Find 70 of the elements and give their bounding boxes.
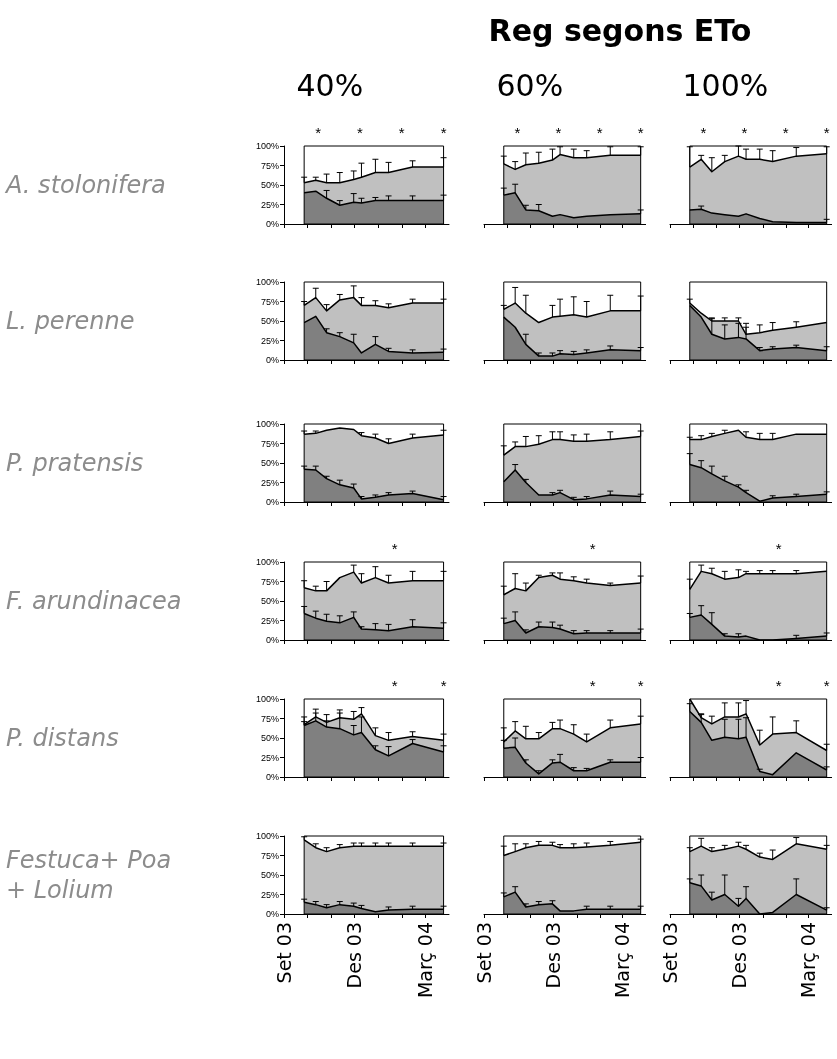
y-axis-title: P. pratensis (6, 449, 144, 477)
y-tick-label: 50% (260, 733, 279, 743)
y-tick-label: 75% (260, 296, 279, 307)
text: * (315, 124, 322, 141)
text: Reg segons ETo (488, 12, 752, 48)
y-axis-title: A. stolonifera (4, 171, 166, 199)
text: * (782, 124, 789, 141)
y-tick-label: 0% (265, 497, 279, 507)
text: * (596, 124, 603, 141)
y-tick-label: 100% (255, 557, 279, 567)
text: * (391, 540, 398, 557)
x-tick-label: Des 03 (728, 922, 751, 989)
y-tick-label: 25% (260, 752, 279, 763)
text: * (775, 540, 782, 557)
y-tick-label: 75% (260, 713, 279, 724)
text: * (823, 124, 830, 141)
y-tick-label: 25% (260, 889, 279, 900)
x-tick-label: Set 03 (273, 922, 295, 984)
text: * (589, 677, 596, 694)
text: * (589, 540, 596, 557)
chart-title: 100% (682, 67, 769, 103)
text: * (356, 124, 363, 141)
y-tick-label: 75% (260, 850, 279, 861)
y-tick-label: 25% (260, 477, 279, 488)
text: * (823, 677, 830, 694)
y-tick-label: 0% (265, 772, 279, 782)
y-tick-label: 75% (260, 438, 279, 449)
text: * (440, 677, 447, 694)
y-tick-label: 100% (255, 141, 279, 151)
text: * (555, 124, 562, 141)
y-tick-label: 0% (265, 635, 279, 645)
text: * (637, 124, 644, 141)
x-tick-label: Des 03 (542, 922, 565, 989)
text: * (514, 124, 521, 141)
y-tick-label: 50% (260, 596, 279, 606)
y-axis-title: L. perenne (6, 307, 135, 335)
y-tick-label: 100% (255, 419, 279, 429)
y-tick-label: 0% (265, 219, 279, 229)
y-tick-label: 75% (260, 160, 279, 171)
y-tick-label: 50% (260, 870, 279, 880)
y-tick-label: 100% (255, 831, 279, 841)
text: * (775, 677, 782, 694)
x-tick-label: Set 03 (473, 922, 495, 984)
y-tick-label: 100% (255, 277, 279, 287)
y-axis-title: P. distans (6, 724, 119, 752)
x-tick-label: Set 03 (659, 922, 681, 984)
y-tick-label: 50% (260, 316, 279, 326)
y-tick-label: 75% (260, 576, 279, 587)
text: * (391, 677, 398, 694)
y-tick-label: 25% (260, 199, 279, 210)
y-tick-label: 0% (265, 355, 279, 365)
chart-title: 60% (496, 67, 564, 103)
y-tick-label: 50% (260, 458, 279, 468)
chart-title: 40% (296, 67, 364, 103)
text: * (637, 677, 644, 694)
y-tick-label: 50% (260, 180, 279, 190)
x-tick-label: Des 03 (343, 922, 366, 989)
y-axis-title: Festuca+ Poa + Lolium (6, 846, 179, 904)
y-tick-label: 25% (260, 615, 279, 626)
text: * (440, 124, 447, 141)
x-tick-label: Març 04 (797, 922, 820, 999)
y-axis-title: F. arundinacea (6, 587, 182, 615)
y-tick-label: 100% (255, 694, 279, 704)
y-tick-label: 0% (265, 909, 279, 919)
text: * (741, 124, 748, 141)
x-tick-label: Març 04 (611, 922, 634, 999)
text: * (398, 124, 405, 141)
y-tick-label: 25% (260, 335, 279, 346)
text: * (700, 124, 707, 141)
x-tick-label: Març 04 (413, 922, 436, 999)
